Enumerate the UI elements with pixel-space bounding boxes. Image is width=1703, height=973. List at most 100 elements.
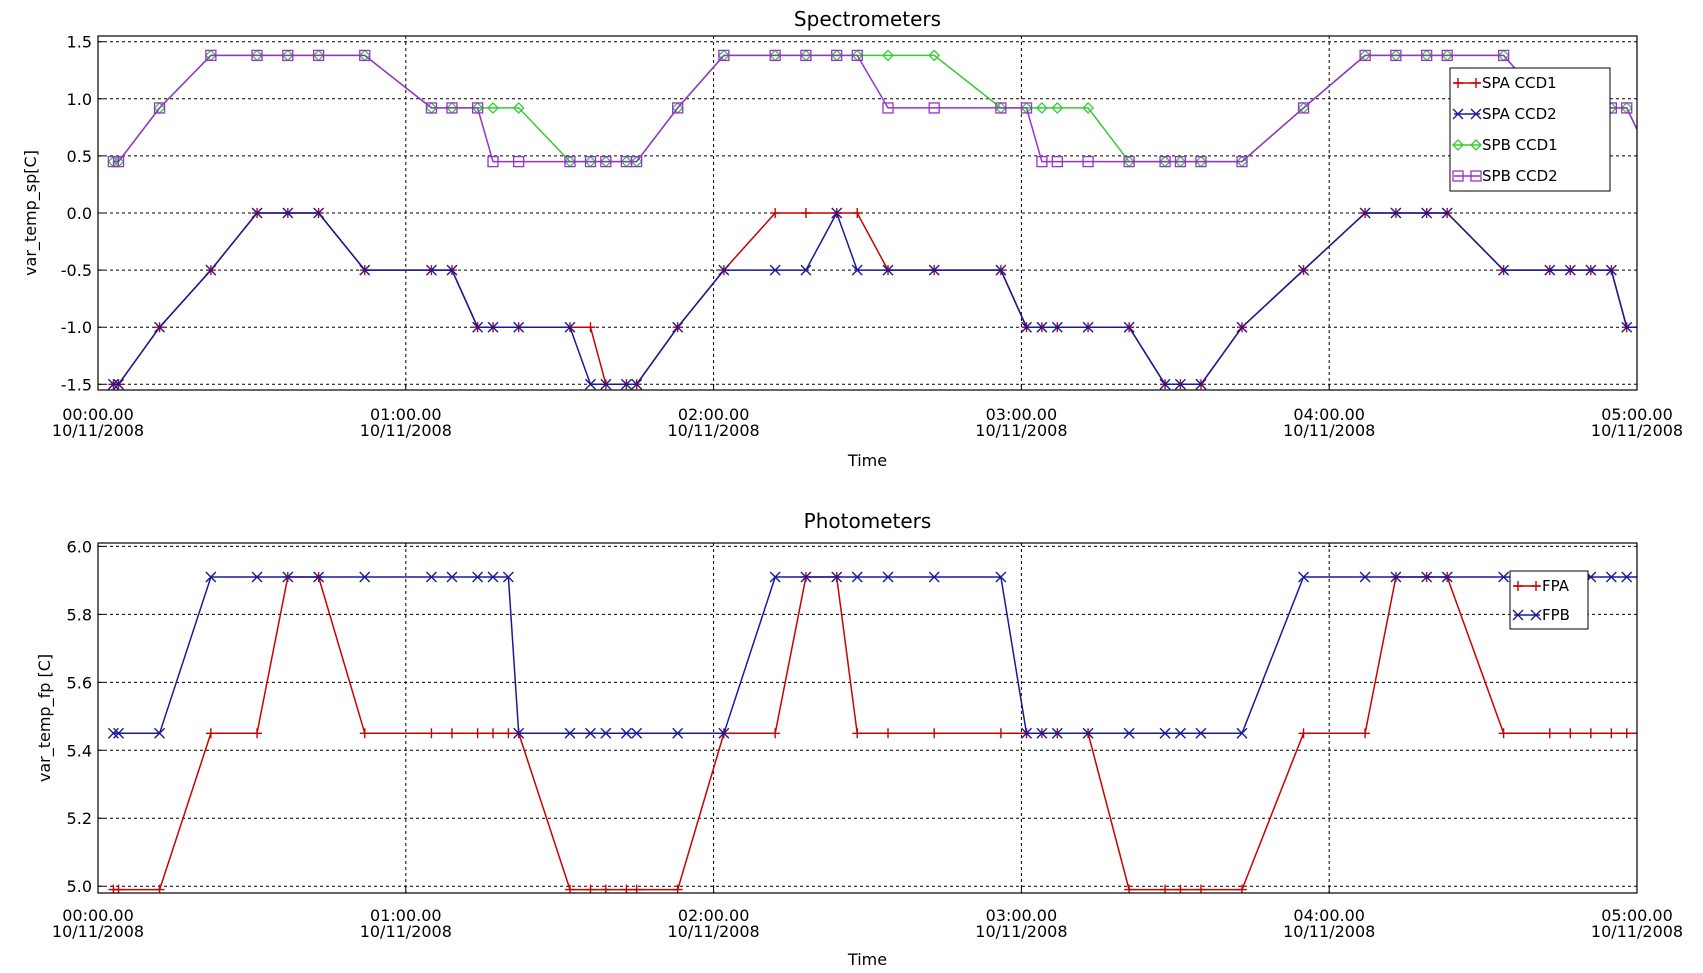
y-tick-label: 5.6 xyxy=(67,673,92,692)
data-point xyxy=(153,102,166,114)
data-point xyxy=(107,727,119,739)
data-point xyxy=(1470,170,1482,182)
legend-item: FPB xyxy=(1512,606,1570,624)
data-point xyxy=(770,208,781,218)
series-spa-ccd2 xyxy=(107,207,1637,390)
data-point xyxy=(1123,321,1135,333)
data-point xyxy=(1036,321,1048,333)
data-point xyxy=(1360,728,1371,739)
y-axis-label: var_temp_fp [C] xyxy=(35,654,55,782)
y-axis-label: var_temp_sp[C] xyxy=(21,150,41,276)
data-point xyxy=(1195,378,1207,390)
x-tick-label: 04:00.00 xyxy=(1293,405,1365,424)
data-point xyxy=(1082,102,1095,114)
data-point xyxy=(113,378,125,390)
data-point xyxy=(1390,49,1402,62)
data-point xyxy=(1565,728,1576,739)
data-point xyxy=(513,155,525,168)
data-point xyxy=(425,102,438,114)
y-tick-label: 6.0 xyxy=(67,537,92,556)
data-point xyxy=(600,378,612,390)
data-point xyxy=(800,208,811,218)
data-point xyxy=(1498,264,1510,276)
data-point xyxy=(718,264,730,276)
data-point xyxy=(995,728,1006,739)
data-point xyxy=(718,727,730,739)
data-point xyxy=(1123,727,1135,739)
data-point xyxy=(251,49,263,62)
data-point xyxy=(426,728,437,739)
data-point xyxy=(1390,207,1402,219)
legend-item: SPA CCD2 xyxy=(1452,105,1557,123)
x-tick-label: 05:00.00 xyxy=(1601,405,1673,424)
x-tick-label: 02:00.00 xyxy=(678,405,750,424)
chart-0: Spectrometers00:00.0010/11/200801:00.001… xyxy=(21,7,1683,470)
data-point xyxy=(995,264,1007,276)
data-point xyxy=(1513,581,1523,591)
x-tick-date-label: 10/11/2008 xyxy=(1283,922,1375,941)
series-line xyxy=(113,211,1637,386)
x-tick-label: 01:00.00 xyxy=(370,906,442,925)
legend: SPA CCD1 SPA CCD2 SPB CCD1 SPB CCD2 xyxy=(1449,67,1611,192)
legend-item: FPA xyxy=(1513,577,1570,595)
y-tick-label: 1.0 xyxy=(67,90,92,109)
data-point xyxy=(472,728,483,739)
data-point xyxy=(1421,207,1433,219)
series-fpa xyxy=(108,571,1637,893)
data-point xyxy=(852,208,863,218)
data-point xyxy=(359,264,371,276)
data-point xyxy=(1051,102,1064,114)
data-point xyxy=(928,102,940,114)
plot-frame xyxy=(97,35,1638,391)
x-tick-label: 05:00.00 xyxy=(1601,906,1673,925)
data-point xyxy=(800,49,812,62)
data-point xyxy=(282,571,294,583)
data-point xyxy=(487,102,499,114)
data-point xyxy=(631,155,643,168)
x-tick-label: 02:00.00 xyxy=(678,906,750,925)
series-line xyxy=(113,54,1637,163)
legend-label: FPB xyxy=(1542,606,1570,624)
y-tick-label: 5.2 xyxy=(67,809,92,828)
data-point xyxy=(1647,572,1657,582)
data-point xyxy=(1621,102,1633,114)
y-tick-label: -0.5 xyxy=(61,261,92,280)
data-point xyxy=(359,49,371,62)
chart-1: Photometers00:00.0010/11/200801:00.0010/… xyxy=(35,509,1683,969)
data-point xyxy=(107,378,119,390)
data-point xyxy=(1452,139,1464,151)
data-point xyxy=(631,727,643,739)
data-point xyxy=(487,155,499,168)
legend-label: SPA CCD2 xyxy=(1482,105,1557,123)
data-point xyxy=(446,102,458,114)
data-point xyxy=(1020,102,1033,114)
legend-label: SPB CCD2 xyxy=(1482,167,1558,185)
data-point xyxy=(154,321,166,333)
data-point xyxy=(472,321,484,333)
y-tick-label: 5.0 xyxy=(67,877,92,896)
data-point xyxy=(1359,49,1371,62)
data-point xyxy=(513,321,525,333)
y-tick-label: 0.5 xyxy=(67,147,92,166)
x-tick-label: 00:00.00 xyxy=(62,906,134,925)
x-tick-label: 03:00.00 xyxy=(986,405,1058,424)
data-point xyxy=(1298,728,1309,739)
data-point xyxy=(564,321,576,333)
data-point xyxy=(883,728,894,739)
x-tick-date-label: 10/11/2008 xyxy=(1591,421,1683,440)
data-point xyxy=(1021,727,1033,739)
y-tick-label: 5.8 xyxy=(67,605,92,624)
series-fpb xyxy=(107,571,1657,739)
y-tick-label: 0.0 xyxy=(67,204,92,223)
data-point xyxy=(882,264,894,276)
data-point xyxy=(1236,321,1248,333)
legend-item: SPB CCD1 xyxy=(1452,136,1558,154)
x-axis-label: Time xyxy=(847,950,887,969)
data-point xyxy=(359,728,370,739)
x-tick-label: 04:00.00 xyxy=(1293,906,1365,925)
data-point xyxy=(1441,207,1453,219)
data-point xyxy=(487,321,499,333)
data-point xyxy=(1421,571,1433,583)
data-point xyxy=(1159,727,1171,739)
data-point xyxy=(1470,139,1482,151)
